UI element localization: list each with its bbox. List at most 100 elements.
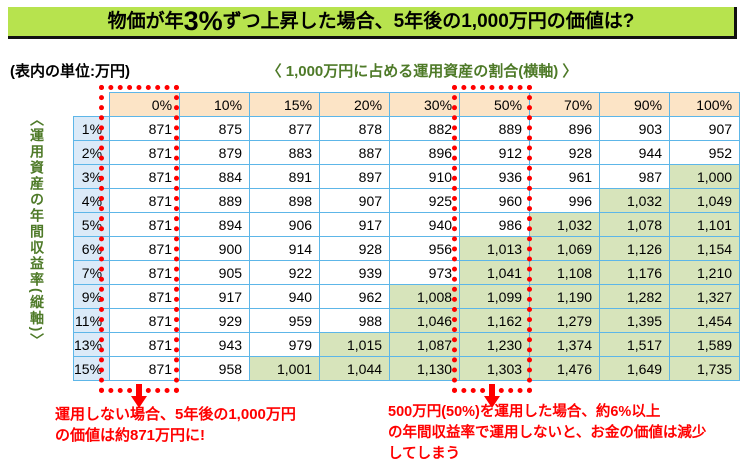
table-row: 11% 871 929 959 988 1,046 1,162 1,279 1,395 1,454 [72,308,741,333]
value-cell: 1,454 [669,308,741,333]
table-row: 13% 871 943 979 1,015 1,087 1,230 1,374 1,517 1,5… [72,332,741,357]
value-cell: 973 [389,260,461,285]
value-cell: 940 [249,284,321,309]
highlight-box-50pct [452,85,532,393]
value-cell: 1,126 [599,236,671,261]
value-cell: 871 [109,212,181,237]
value-cell: 1,001 [249,356,321,381]
value-cell: 959 [249,308,321,333]
value-cell: 1,517 [599,332,671,357]
value-cell: 940 [389,212,461,237]
value-cell: 1,327 [669,284,741,309]
value-cell: 1,282 [599,284,671,309]
value-cell: 1,735 [669,356,741,381]
column-header: 10% [179,92,251,117]
value-cell: 1,008 [389,284,461,309]
column-header: 100% [669,92,741,117]
table-row: 2% 871 879 883 887 896 912 928 944 952 [72,140,741,165]
value-cell: 912 [459,140,531,165]
value-cell: 1,162 [459,308,531,333]
value-cell: 1,049 [669,188,741,213]
value-cell: 960 [459,188,531,213]
value-cell: 961 [529,164,601,189]
value-cell: 925 [389,188,461,213]
table-row: 3% 871 884 891 897 910 936 961 987 1,000 [72,164,741,189]
value-cell: 988 [319,308,391,333]
value-cell: 887 [319,140,391,165]
value-cell: 891 [249,164,321,189]
value-cell: 1,099 [459,284,531,309]
column-header: 0% [109,92,181,117]
value-cell: 944 [599,140,671,165]
value-cell: 943 [179,332,251,357]
column-header: 50% [459,92,531,117]
value-cell: 922 [249,260,321,285]
value-cell: 1,154 [669,236,741,261]
value-cell: 986 [459,212,531,237]
value-cell: 917 [179,284,251,309]
highlight-box-0pct [99,85,179,393]
value-cell: 952 [669,140,741,165]
value-cell: 1,190 [529,284,601,309]
value-cell: 1,279 [529,308,601,333]
value-cell: 1,013 [459,236,531,261]
value-cell: 1,069 [529,236,601,261]
value-cell: 939 [319,260,391,285]
value-cell: 894 [179,212,251,237]
value-cell: 907 [669,116,741,141]
title-part2: ずつ上昇した場合、5年後の1,000万円の価値は? [222,11,635,32]
value-cell: 871 [109,260,181,285]
value-cell: 958 [179,356,251,381]
value-cell: 896 [389,140,461,165]
value-cell: 1,589 [669,332,741,357]
unit-note: (表内の単位:万円) [10,63,130,80]
value-cell: 1,176 [599,260,671,285]
value-cell: 979 [249,332,321,357]
value-cell: 928 [529,140,601,165]
value-cell: 1,130 [389,356,461,381]
value-cell: 898 [249,188,321,213]
table-row: 6% 871 900 914 928 956 1,013 1,069 1,126 1,154 [72,236,741,261]
value-cell: 1,015 [319,332,391,357]
value-cell: 1,032 [529,212,601,237]
value-cell: 929 [179,308,251,333]
value-cell: 1,210 [669,260,741,285]
value-cell: 1,374 [529,332,601,357]
annotation-right: 500万円(50%)を運用した場合、約6%以上 の年間収益率で運用しないと、お金… [388,404,707,462]
value-cell: 1,032 [599,188,671,213]
value-cell: 987 [599,164,671,189]
column-header: 70% [529,92,601,117]
vertical-axis-label: 〈運用資産の年間収益率(縦軸)〉 [29,112,45,350]
value-cell: 905 [179,260,251,285]
value-cell: 1,046 [389,308,461,333]
value-cell: 956 [389,236,461,261]
value-cell: 1,303 [459,356,531,381]
table-row: 5% 871 894 906 917 940 986 1,032 1,078 1,101 [72,212,741,237]
value-cell: 962 [319,284,391,309]
horizontal-axis-label: 〈 1,000万円に占める運用資産の割合(横軸) 〉 [266,63,578,80]
value-cell: 910 [389,164,461,189]
column-header: 30% [389,92,461,117]
value-cell: 896 [529,116,601,141]
column-header: 20% [319,92,391,117]
value-cell: 903 [599,116,671,141]
value-cell: 1,041 [459,260,531,285]
down-arrow-icon [484,384,500,408]
value-cell: 996 [529,188,601,213]
value-cell: 1,000 [669,164,741,189]
value-cell: 871 [109,308,181,333]
value-cell: 914 [249,236,321,261]
title-part1: 物価が年 [107,11,184,32]
title-banner: 物価が年3%ずつ上昇した場合、5年後の1,000万円の価値は? [8,7,737,39]
value-cell: 883 [249,140,321,165]
value-cell: 878 [319,116,391,141]
value-cell: 882 [389,116,461,141]
value-cell: 900 [179,236,251,261]
value-cell: 877 [249,116,321,141]
value-cell: 1,108 [529,260,601,285]
title-emphasis: 3% [183,6,223,36]
value-cell: 1,395 [599,308,671,333]
value-cell: 1,078 [599,212,671,237]
value-cell: 907 [319,188,391,213]
